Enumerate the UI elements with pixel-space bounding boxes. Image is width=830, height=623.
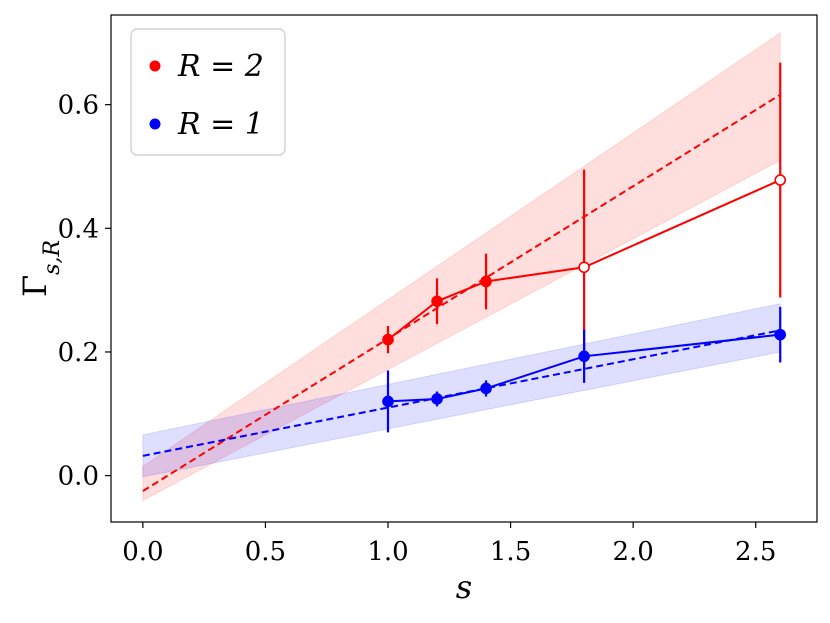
data-point [431,295,443,308]
y-tick-label: 0.0 [58,462,99,492]
x-tick-label: 2.5 [735,537,776,567]
x-axis-ticks: 0.0 0.5 1.0 1.5 2.0 2.5 [122,522,776,567]
series-1 [382,306,787,433]
y-tick-label: 0.2 [58,338,99,368]
data-point [774,174,787,186]
x-tick-label: 1.0 [367,537,408,567]
y-tick-label: 0.6 [58,91,99,121]
x-tick-label: 1.5 [490,537,531,567]
data-point [480,382,492,395]
data-series [382,62,787,433]
x-tick-label: 2.0 [612,537,653,567]
confidence-bands [142,31,781,502]
data-point [382,333,394,346]
legend-box [130,28,286,156]
x-tick-label: 0.0 [122,537,163,567]
x-axis-label: s [456,568,472,606]
legend-label: R = 1 [177,107,264,142]
legend-label: R = 2 [177,49,264,84]
legend: R = 2 R = 1 [130,28,286,156]
fit-line-0 [142,93,781,492]
x-tick-label: 0.5 [245,537,286,567]
legend-marker [149,60,161,72]
data-point [382,395,394,408]
data-point [774,328,787,341]
data-point [431,393,443,405]
y-axis-label: Γs,R [16,240,65,297]
data-point [578,350,590,363]
data-point [578,261,590,274]
plot-frame [110,14,818,523]
data-point [480,275,492,288]
y-axis-ticks: 0.0 0.2 0.4 0.6 [58,91,111,492]
series-0 [382,62,787,365]
legend-marker [149,118,161,130]
y-tick-label: 0.4 [58,214,99,244]
